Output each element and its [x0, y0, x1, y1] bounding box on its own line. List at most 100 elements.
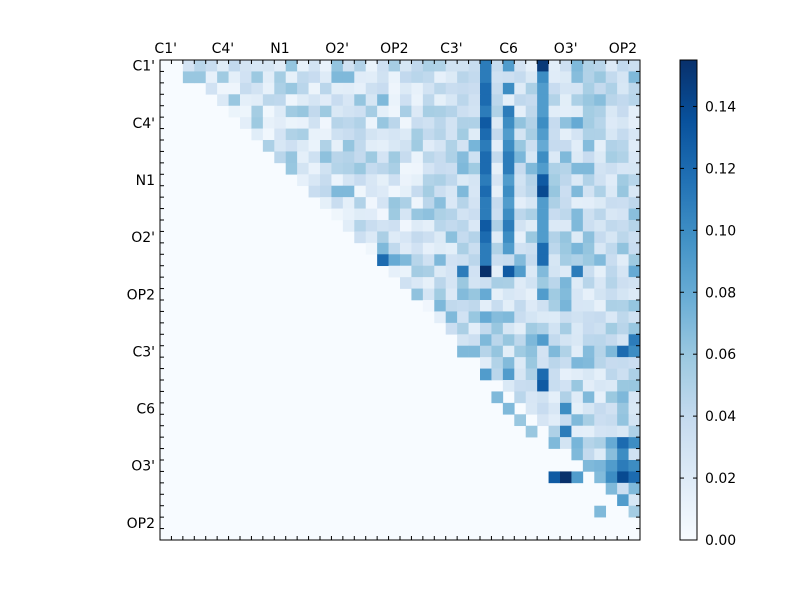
heatmap-cell	[308, 82, 321, 95]
heatmap-cell	[400, 277, 412, 289]
heatmap-cell	[400, 128, 412, 141]
heatmap-cell	[400, 220, 412, 232]
heatmap-cell	[262, 94, 275, 107]
heatmap-cell	[480, 322, 492, 335]
heatmap-cell	[514, 105, 527, 118]
heatmap-cell	[480, 71, 492, 84]
heatmap-cell	[491, 185, 504, 198]
heatmap-cell	[342, 105, 355, 118]
heatmap-cell	[468, 345, 481, 358]
y-tick-label: OP2	[127, 287, 155, 303]
heatmap-cell	[365, 174, 378, 187]
heatmap-cell	[331, 117, 344, 129]
heatmap-cell	[525, 254, 538, 267]
heatmap-cell	[457, 117, 469, 129]
heatmap-cell	[274, 128, 287, 141]
heatmap-cell	[457, 242, 469, 255]
heatmap-cell	[228, 94, 241, 107]
heatmap-cell	[617, 482, 629, 495]
heatmap-cell	[502, 60, 515, 72]
heatmap-cell	[205, 60, 218, 72]
heatmap-cell	[411, 162, 424, 175]
heatmap-cell	[388, 117, 401, 129]
heatmap-cell	[514, 414, 527, 427]
heatmap-cell	[605, 94, 618, 107]
heatmap-cell	[308, 162, 321, 175]
heatmap-cell	[582, 140, 595, 152]
heatmap-cell	[491, 311, 504, 324]
heatmap-cell	[582, 334, 595, 347]
heatmap-cell	[605, 231, 618, 244]
heatmap-cell	[605, 265, 618, 278]
heatmap-cell	[411, 185, 424, 198]
heatmap-cell	[411, 254, 424, 267]
heatmap-cell	[617, 391, 629, 404]
heatmap-cell	[354, 128, 367, 141]
heatmap-cell	[308, 174, 321, 187]
heatmap-cell	[548, 220, 561, 232]
heatmap-cell	[297, 128, 309, 141]
heatmap-cell	[582, 220, 595, 232]
heatmap-cell	[628, 288, 641, 301]
heatmap-cell	[388, 151, 401, 164]
heatmap-cell	[537, 60, 549, 72]
heatmap-cell	[388, 220, 401, 232]
heatmap-cell	[457, 311, 469, 324]
heatmap-cell	[605, 117, 618, 129]
heatmap-cell	[525, 117, 538, 129]
heatmap-cell	[594, 471, 607, 484]
heatmap-cell	[525, 265, 538, 278]
heatmap-cell	[628, 380, 641, 392]
heatmap-cell	[594, 311, 607, 324]
heatmap-cell	[548, 94, 561, 107]
heatmap-cell	[525, 402, 538, 415]
heatmap-cell	[628, 277, 641, 289]
heatmap-cell	[434, 82, 447, 95]
heatmap-cell	[514, 277, 527, 289]
heatmap-cell	[502, 288, 515, 301]
heatmap-cell	[502, 162, 515, 175]
heatmap-cell	[331, 151, 344, 164]
heatmap-cell	[262, 140, 275, 152]
heatmap-cell	[400, 242, 412, 255]
heatmap-cell	[605, 311, 618, 324]
heatmap-cell	[537, 162, 549, 175]
heatmap-cell	[605, 140, 618, 152]
heatmap-cell	[228, 71, 241, 84]
heatmap-cell	[445, 265, 458, 278]
heatmap-cell	[411, 242, 424, 255]
colorbar-tick-label: 0.10	[705, 223, 736, 239]
heatmap-cell	[605, 60, 618, 72]
heatmap-cell	[297, 94, 309, 107]
heatmap-cell	[457, 220, 469, 232]
heatmap-cell	[525, 380, 538, 392]
heatmap-cell	[605, 105, 618, 118]
heatmap-cell	[365, 242, 378, 255]
heatmap-cell	[560, 140, 572, 152]
heatmap-cell	[468, 174, 481, 187]
heatmap-cell	[377, 197, 389, 209]
heatmap-cell	[251, 94, 264, 107]
heatmap-cell	[411, 288, 424, 301]
heatmap-cell	[502, 174, 515, 187]
heatmap-cell	[297, 60, 309, 72]
heatmap-cell	[628, 60, 641, 72]
heatmap-cell	[342, 208, 355, 221]
heatmap-cell	[457, 60, 469, 72]
heatmap-cell	[594, 368, 607, 381]
heatmap-cell	[457, 185, 469, 198]
heatmap-cell	[331, 162, 344, 175]
heatmap-cell	[457, 105, 469, 118]
heatmap-cell	[605, 151, 618, 164]
heatmap-cell	[354, 117, 367, 129]
heatmap-cell	[617, 94, 629, 107]
heatmap-cell	[377, 71, 389, 84]
heatmap-cell	[548, 82, 561, 95]
heatmap-cell	[571, 117, 584, 129]
heatmap-cell	[365, 128, 378, 141]
heatmap-cell	[582, 162, 595, 175]
heatmap-cell	[491, 334, 504, 347]
heatmap-cell	[571, 368, 584, 381]
heatmap-cell	[251, 82, 264, 95]
